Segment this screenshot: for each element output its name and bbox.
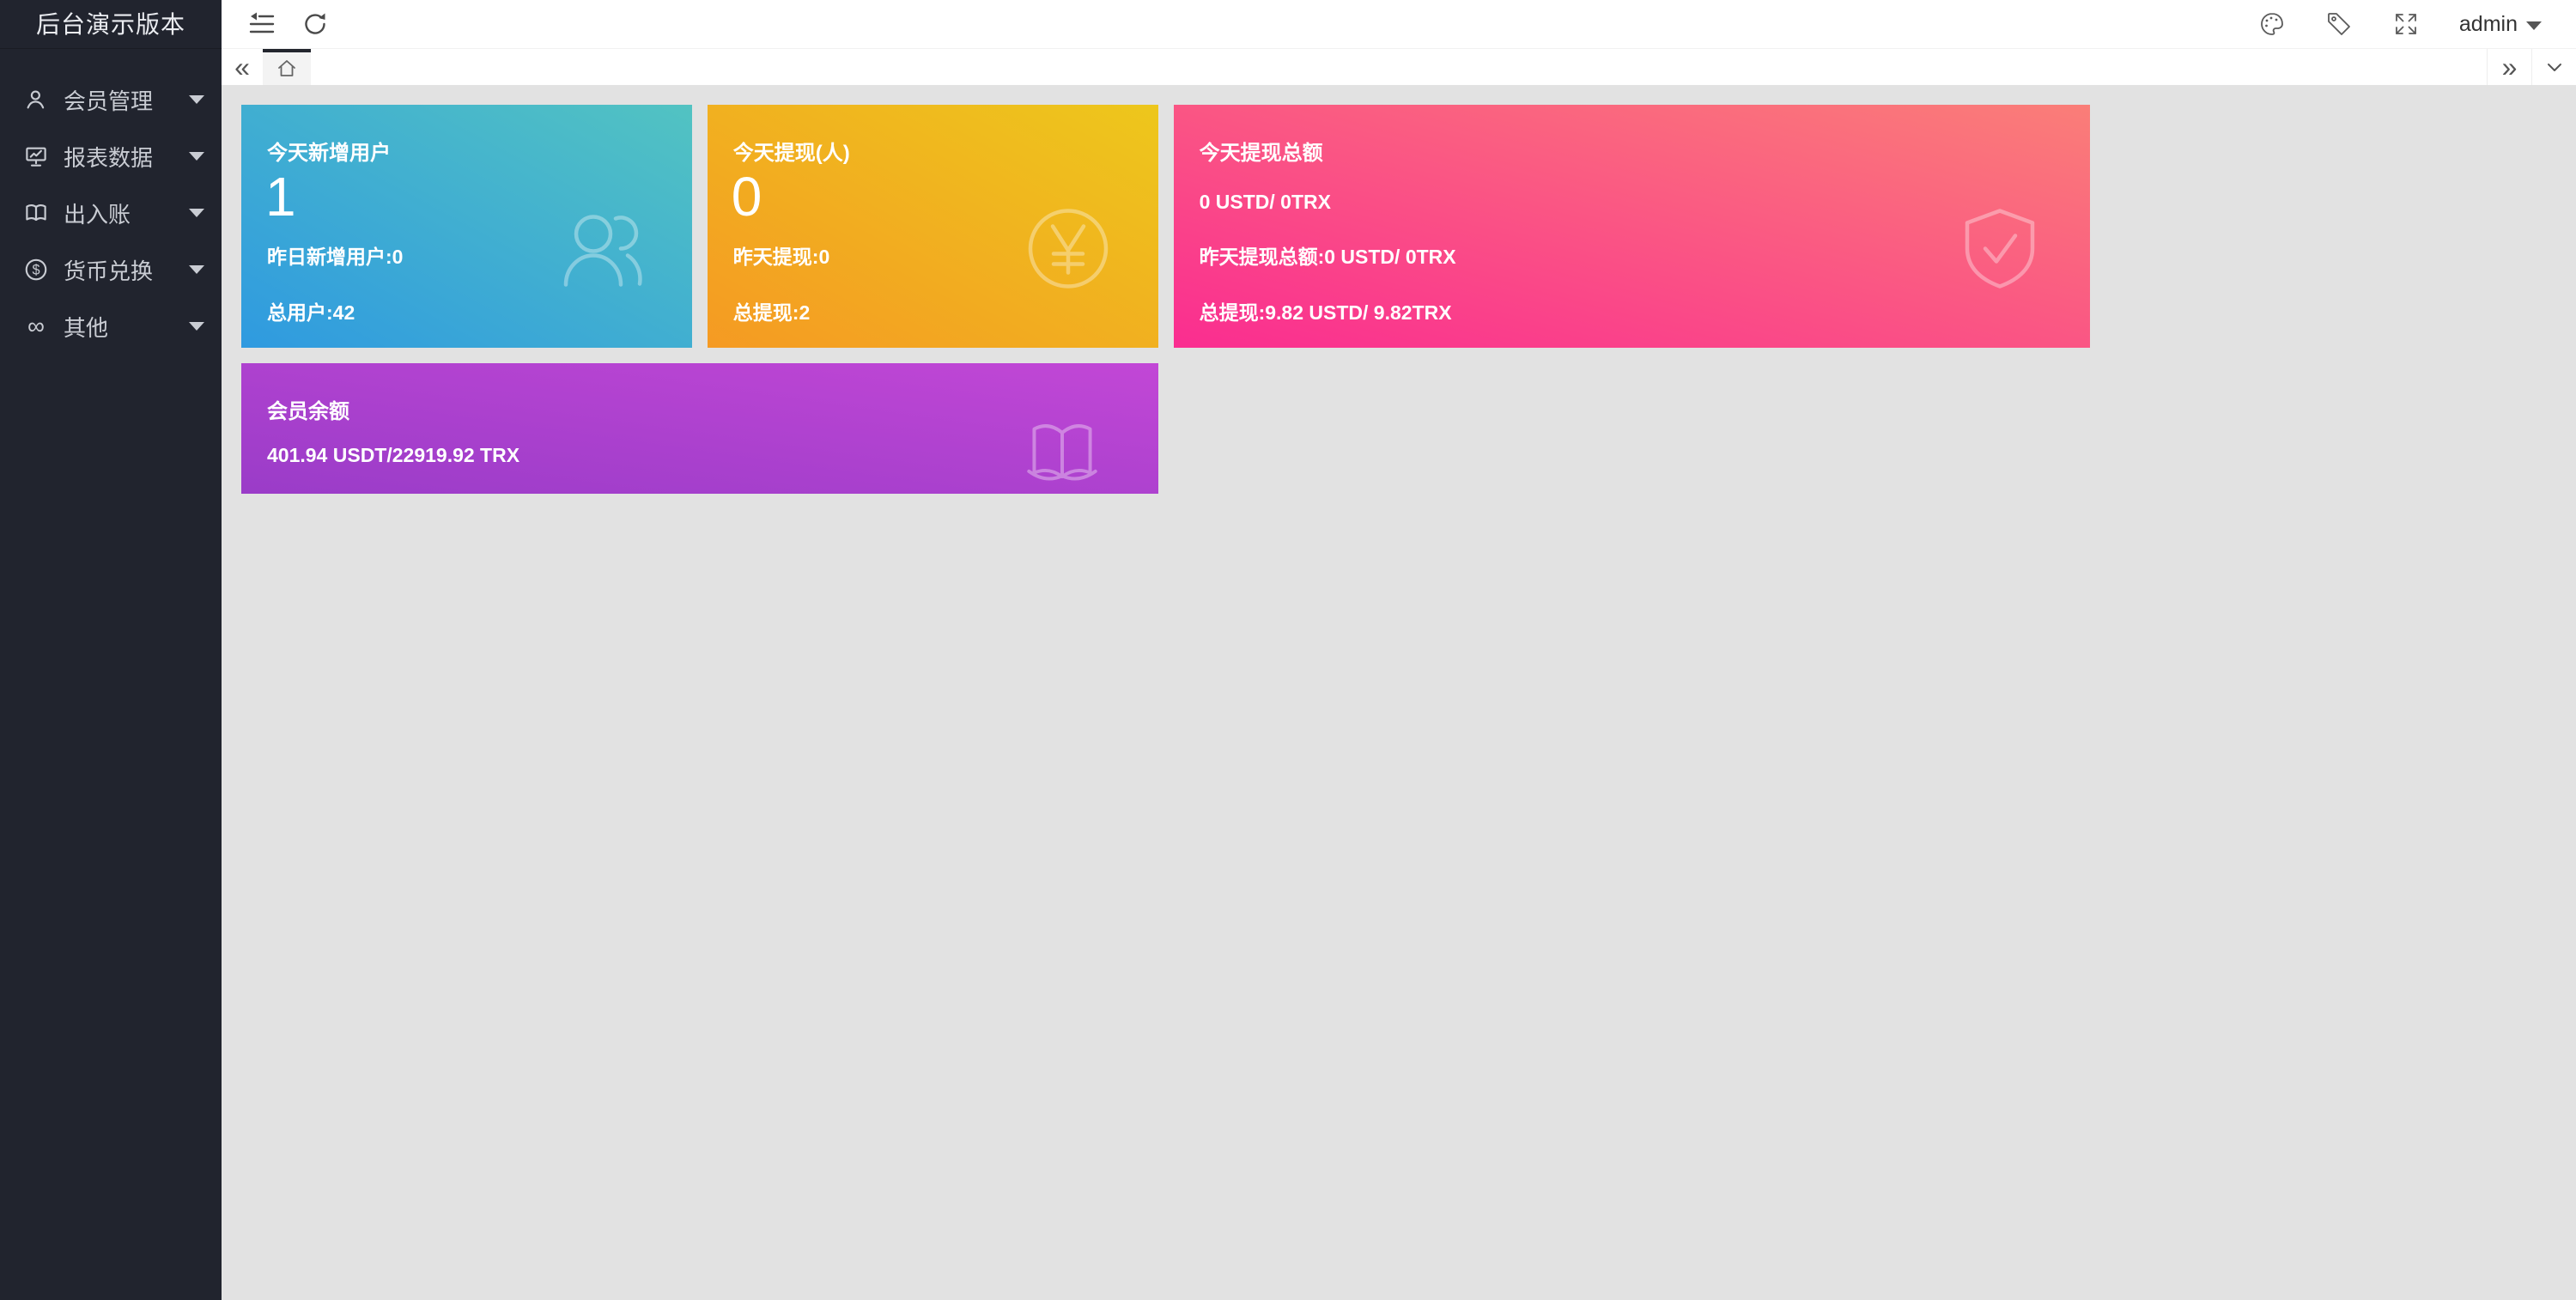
- card-value: 0 USTD/ 0TRX: [1199, 191, 1331, 213]
- app-title: 后台演示版本: [0, 0, 222, 49]
- yen-circle-icon: [1025, 205, 1111, 295]
- card-value: 0: [731, 166, 762, 228]
- chevron-down-icon: [189, 95, 204, 104]
- main-content: 今天新增用户 1 昨日新增用户:0 总用户:42 今天提现(人) 0 昨天提现:…: [222, 85, 2576, 1300]
- top-header: admin: [222, 0, 2576, 49]
- caret-down-icon: [2526, 21, 2542, 30]
- tab-bar: « »: [222, 49, 2576, 85]
- username: admin: [2458, 11, 2518, 36]
- card-title: 会员余额: [267, 400, 349, 423]
- card-line: 昨日新增用户:0: [267, 246, 404, 268]
- chevron-down-icon: [189, 265, 204, 274]
- card-title: 今天新增用户: [267, 142, 391, 165]
- card-line: 昨天提现总额:0 USTD/ 0TRX: [1199, 246, 1456, 268]
- card-title: 今天提现总额: [1199, 142, 1323, 165]
- sidebar-item-exchange[interactable]: $ 货币兑换: [0, 241, 222, 298]
- users-icon: [559, 205, 645, 295]
- sidebar-item-reports[interactable]: 报表数据: [0, 128, 222, 185]
- sidebar-item-label: 报表数据: [64, 144, 154, 171]
- user-icon: [22, 86, 50, 113]
- stat-card-grid: 今天新增用户 1 昨日新增用户:0 总用户:42 今天提现(人) 0 昨天提现:…: [241, 105, 2556, 494]
- user-menu[interactable]: admin: [2459, 12, 2542, 37]
- shield-check-icon: [1957, 205, 2043, 295]
- card-value: 1: [265, 166, 296, 228]
- chevron-down-icon: [189, 322, 204, 331]
- sidebar-item-ledger[interactable]: 出入账: [0, 185, 222, 241]
- infinity-icon: ∞: [27, 313, 45, 339]
- chevron-down-icon: [189, 152, 204, 161]
- card-today-withdraw-count: 今天提现(人) 0 昨天提现:0 总提现:2: [707, 105, 1158, 348]
- sidebar-menu: 会员管理 报表数据 出入账 $ 货币兑换 ∞ 其他: [0, 49, 222, 355]
- card-member-balance: 会员余额 401.94 USDT/22919.92 TRX: [241, 363, 1158, 494]
- open-book-icon: [1024, 417, 1100, 494]
- header-actions: admin: [2253, 5, 2542, 43]
- tabs-scroll-left-icon[interactable]: «: [234, 51, 250, 82]
- fullscreen-icon[interactable]: [2387, 5, 2425, 43]
- card-line: 总提现:9.82 USTD/ 9.82TRX: [1199, 301, 1452, 324]
- sidebar-item-label: 会员管理: [64, 88, 154, 114]
- card-title: 今天提现(人): [732, 142, 850, 165]
- menu-fold-icon[interactable]: [235, 0, 289, 48]
- sidebar: 后台演示版本 会员管理 报表数据 出入账 $: [0, 0, 222, 1300]
- sidebar-item-other[interactable]: ∞ 其他: [0, 298, 222, 355]
- tab-home[interactable]: [263, 49, 311, 85]
- card-line: 昨天提现:0: [732, 246, 830, 268]
- chart-board-icon: [22, 143, 50, 170]
- card-value: 401.94 USDT/22919.92 TRX: [267, 444, 520, 466]
- card-today-new-users: 今天新增用户 1 昨日新增用户:0 总用户:42: [241, 105, 692, 348]
- refresh-icon[interactable]: [289, 0, 342, 48]
- sidebar-item-label: 其他: [64, 314, 109, 341]
- tabs-scroll-right-icon[interactable]: »: [2487, 49, 2531, 85]
- palette-icon[interactable]: [2253, 5, 2291, 43]
- card-today-withdraw-total: 今天提现总额 0 USTD/ 0TRX 昨天提现总额:0 USTD/ 0TRX …: [1173, 105, 2091, 348]
- tabs-dropdown-icon[interactable]: [2531, 49, 2576, 85]
- open-book-icon: [22, 199, 50, 227]
- sidebar-item-label: 货币兑换: [64, 258, 154, 284]
- card-line: 总提现:2: [732, 301, 811, 324]
- dollar-circle-icon: $: [22, 256, 50, 283]
- sidebar-item-label: 出入账: [64, 201, 131, 228]
- tab-controls: »: [2487, 49, 2576, 85]
- sidebar-item-members[interactable]: 会员管理: [0, 71, 222, 128]
- home-icon: [278, 60, 295, 76]
- card-line: 总用户:42: [267, 301, 355, 324]
- chevron-down-icon: [189, 209, 204, 217]
- tag-icon[interactable]: [2320, 5, 2358, 43]
- svg-text:$: $: [32, 263, 39, 278]
